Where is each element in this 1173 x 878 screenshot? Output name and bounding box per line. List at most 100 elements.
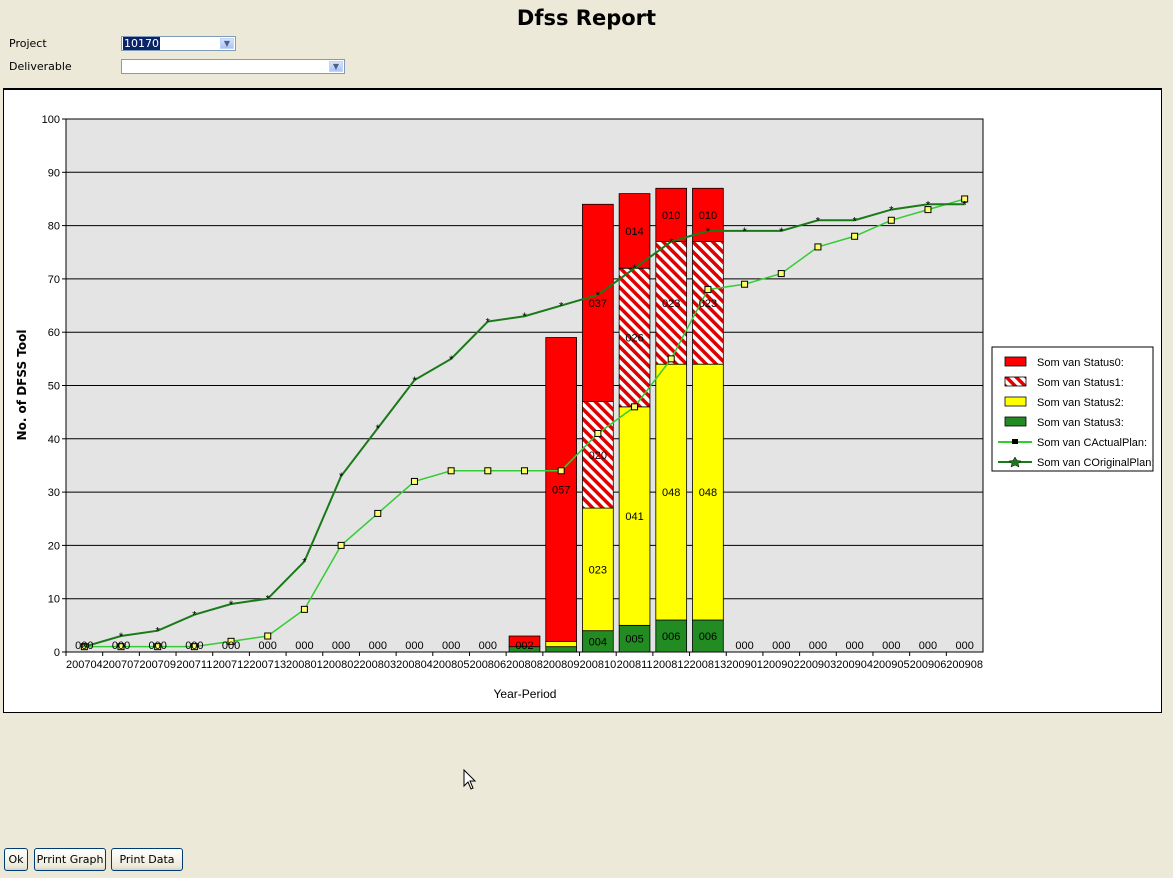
bar-value-label: 000 (112, 640, 130, 652)
bar-segment (545, 337, 577, 642)
x-tick-label: 200905 (873, 659, 910, 671)
bar-segment (618, 406, 651, 626)
line-marker (851, 232, 859, 240)
bar-value-label: 000 (809, 640, 827, 652)
bar-value-label: 048 (662, 487, 680, 499)
legend-marker (1008, 456, 1022, 468)
x-tick-label: 200713 (249, 659, 286, 671)
bar-segment (618, 267, 651, 408)
report-title: Dfss Report (516, 6, 657, 30)
x-tick-label: 200804 (396, 659, 433, 671)
bar-value-label: 023 (662, 298, 680, 310)
x-tick-label: 200906 (910, 659, 947, 671)
x-tick-label: 200809 (543, 659, 580, 671)
line-marker: * (376, 423, 381, 435)
x-tick-label: 200801 (286, 659, 323, 671)
x-tick-label: 200802 (323, 659, 360, 671)
x-tick-label: 200902 (763, 659, 800, 671)
y-tick-label: 80 (48, 221, 60, 233)
line-marker: * (156, 626, 161, 638)
line-marker (227, 637, 235, 645)
print-data-button[interactable]: Print Data (111, 848, 183, 871)
bar-value-label: 000 (259, 640, 277, 652)
line-marker (190, 643, 198, 651)
x-tick-label: 200810 (580, 659, 617, 671)
line-marker (447, 467, 455, 475)
bar-value-label: 023 (699, 298, 717, 310)
line-marker (704, 286, 712, 294)
bar-value-label: 041 (625, 511, 643, 523)
line-marker: * (486, 317, 491, 329)
line-marker (961, 195, 969, 203)
bar-value-label: 026 (625, 333, 643, 345)
line-marker (777, 270, 785, 278)
chart-panel: * * * * * * * * * * * * * * * * * * * * * * * * * 000 000 000 000 00… (3, 88, 1162, 713)
dfss-chart: ** *** ******* ****** * ** ** * * 000 000 000 000 00… (15, 114, 1154, 701)
y-tick-label: 100 (42, 114, 60, 126)
bar-segment (508, 635, 541, 648)
line-marker (374, 509, 382, 517)
bar-value-label: 010 (699, 210, 717, 222)
mouse-cursor-icon (463, 769, 477, 790)
x-tick-label: 200901 (726, 659, 763, 671)
bar-value-label: 010 (662, 210, 680, 222)
line-marker: * (742, 226, 747, 238)
bar-value-label: 037 (589, 298, 607, 310)
bar-value-label: 000 (405, 640, 423, 652)
line-marker: * (192, 610, 197, 622)
series-line (84, 203, 965, 648)
line-marker: * (229, 599, 234, 611)
line-marker (410, 477, 418, 485)
bar-value-label: 000 (772, 640, 790, 652)
bar-segment (655, 187, 688, 242)
bar-value-label: 000 (845, 640, 863, 652)
x-tick-label: 200712 (213, 659, 250, 671)
bar-value-label: 000 (479, 640, 497, 652)
line-marker (631, 403, 639, 411)
line-marker: * (266, 594, 271, 606)
chevron-down-icon[interactable]: ▼ (220, 38, 234, 49)
bar-segment (582, 401, 614, 509)
bar-value-label: 023 (589, 564, 607, 576)
bar-value-label: 000 (149, 640, 167, 652)
line-marker: * (926, 199, 931, 211)
line-marker: * (889, 205, 894, 217)
bar-segment (545, 646, 577, 653)
bar-segment (655, 619, 688, 653)
x-tick-label: 200908 (946, 659, 983, 671)
print-graph-button[interactable]: Prrint Graph (34, 848, 106, 871)
y-axis-label: No. of DFSS Tool (15, 330, 29, 441)
line-marker: * (596, 290, 601, 302)
line-marker (557, 467, 565, 475)
line-marker: * (816, 215, 821, 227)
legend-swatch (1004, 416, 1027, 427)
bar-value-label: 000 (332, 640, 350, 652)
legend-label: Som van Status0: (1037, 357, 1124, 369)
line-marker (667, 355, 675, 363)
line-marker (814, 243, 822, 251)
bar-value-label: 000 (185, 640, 203, 652)
bar-segment (582, 507, 614, 632)
bar-segment (582, 203, 614, 402)
legend-swatch (1004, 396, 1027, 407)
y-tick-label: 0 (54, 647, 60, 659)
x-tick-label: 200808 (506, 659, 543, 671)
line-marker (741, 280, 749, 288)
bar-value-label: 000 (735, 640, 753, 652)
bar-value-label: 006 (662, 631, 680, 643)
deliverable-select[interactable]: ▼ (121, 59, 345, 74)
bar-value-label: 005 (625, 634, 643, 646)
x-tick-label: 200803 (359, 659, 396, 671)
project-select[interactable]: 10170 ▼ (121, 36, 236, 51)
chevron-down-icon[interactable]: ▼ (329, 61, 343, 72)
y-tick-label: 40 (48, 434, 60, 446)
legend-label: Som van Status2: (1037, 397, 1124, 409)
x-tick-label: 200711 (176, 659, 212, 671)
legend-marker (1012, 439, 1018, 444)
bar-value-label: 000 (295, 640, 313, 652)
bar-value-label: 000 (222, 640, 240, 652)
bar-value-label: 000 (442, 640, 460, 652)
bar-segment (692, 187, 724, 242)
bar-value-label: 000 (882, 640, 900, 652)
ok-button[interactable]: Ok (4, 848, 28, 871)
